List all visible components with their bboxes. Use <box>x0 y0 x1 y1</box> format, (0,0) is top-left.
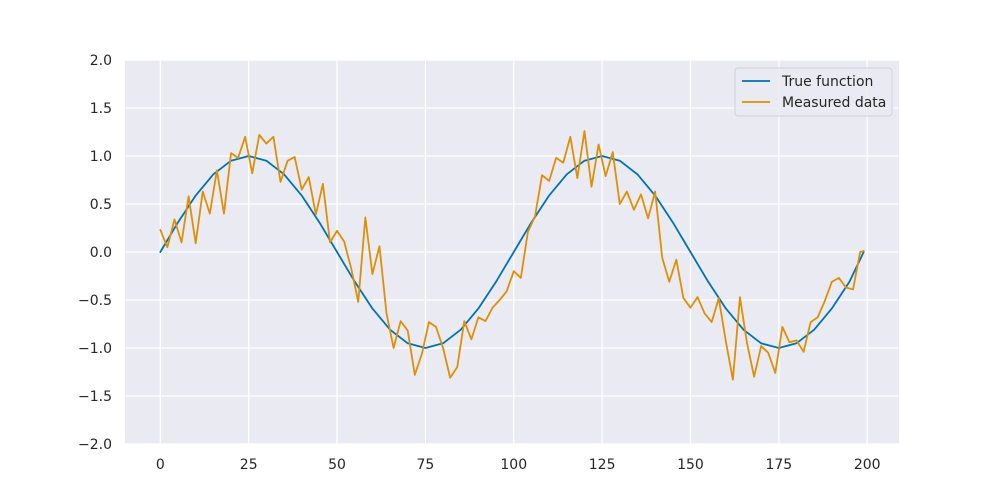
x-tick-label: 25 <box>240 457 258 473</box>
y-tick-label: −2.0 <box>78 437 112 453</box>
x-tick-label: 175 <box>765 457 792 473</box>
x-tick-label: 100 <box>500 457 527 473</box>
x-tick-label: 150 <box>677 457 704 473</box>
x-axis-tick-labels: 0 25 50 75 100 125 150 175 200 <box>156 457 881 473</box>
x-tick-label: 50 <box>328 457 346 473</box>
x-tick-label: 200 <box>854 457 881 473</box>
y-tick-label: 2.0 <box>90 53 112 69</box>
x-tick-label: 125 <box>589 457 616 473</box>
legend-box <box>734 67 893 117</box>
legend-label: True function <box>781 74 873 90</box>
x-tick-label: 75 <box>416 457 434 473</box>
y-tick-label: −1.5 <box>78 389 112 405</box>
y-tick-label: 1.5 <box>90 101 112 117</box>
gridlines <box>125 59 899 445</box>
series-lines <box>159 130 865 381</box>
x-tick-label: 0 <box>156 457 165 473</box>
series-line-measured-data <box>159 130 865 381</box>
y-tick-label: 0.0 <box>90 245 112 261</box>
y-tick-label: 1.0 <box>90 149 112 165</box>
y-tick-label: 0.5 <box>90 197 112 213</box>
y-tick-label: −1.0 <box>78 341 112 357</box>
y-tick-label: −0.5 <box>78 293 112 309</box>
legend: True function Measured data <box>734 67 893 117</box>
legend-label: Measured data <box>782 95 886 111</box>
y-axis-tick-labels: −2.0 −1.5 −1.0 −0.5 0.0 0.5 1.0 1.5 2.0 <box>78 53 112 453</box>
